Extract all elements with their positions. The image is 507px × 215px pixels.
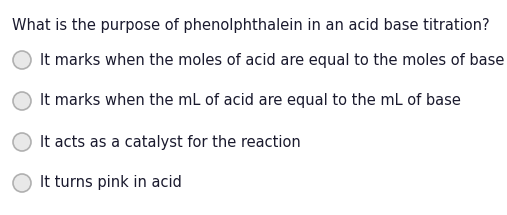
Text: It marks when the moles of acid are equal to the moles of base: It marks when the moles of acid are equa… (40, 52, 504, 68)
Text: It marks when the mL of acid are equal to the mL of base: It marks when the mL of acid are equal t… (40, 94, 461, 109)
Circle shape (13, 92, 31, 110)
Circle shape (13, 174, 31, 192)
Circle shape (13, 133, 31, 151)
Text: It turns pink in acid: It turns pink in acid (40, 175, 182, 190)
Circle shape (13, 51, 31, 69)
Text: It acts as a catalyst for the reaction: It acts as a catalyst for the reaction (40, 135, 301, 149)
Text: What is the purpose of phenolphthalein in an acid base titration?: What is the purpose of phenolphthalein i… (12, 18, 490, 33)
